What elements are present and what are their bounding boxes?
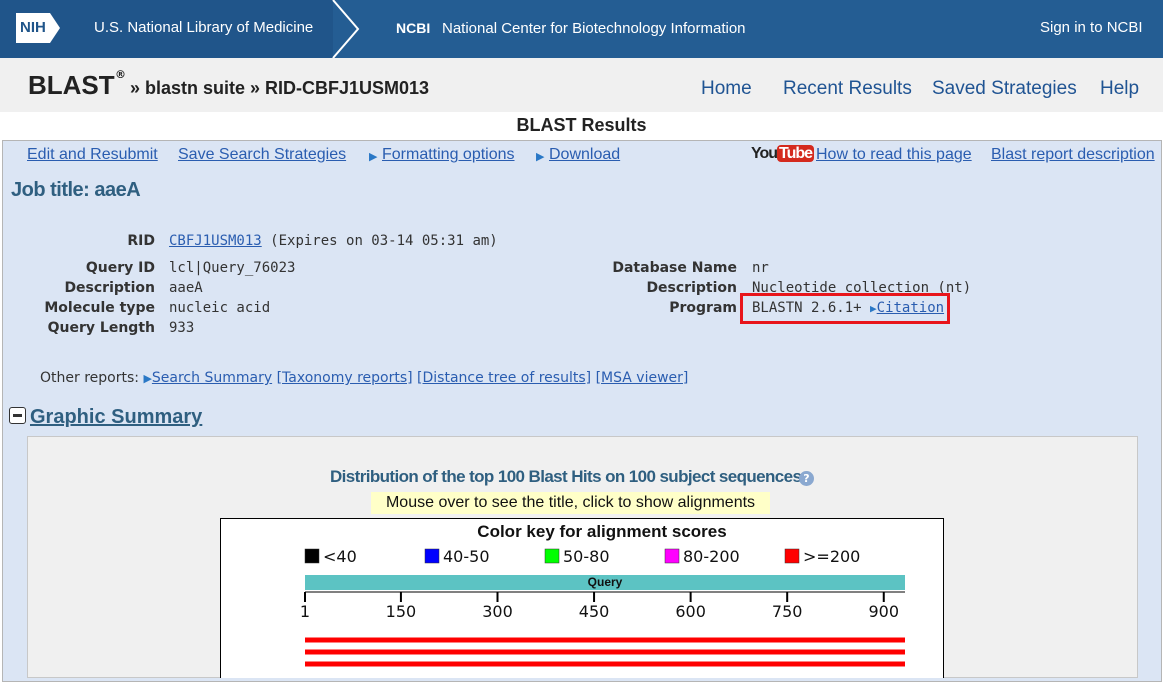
key-label: 40-50 [443,547,490,566]
youtube-logo[interactable]: You Tube [751,145,815,163]
nav-saved[interactable]: Saved Strategies [932,78,1077,99]
db-value: Nucleotide collection (nt) [752,280,972,296]
other-reports: Other reports: ▶Search Summary [Taxonomy… [40,370,688,386]
report-description[interactable]: Blast report description [991,146,1155,163]
key-swatch [304,548,320,564]
minus-sign [13,414,22,417]
key-title: Color key for alignment scores [477,522,726,541]
key-swatch [664,548,680,564]
alignment-graphic: Color key for alignment scores <40 40-50 5… [220,518,944,678]
ruler-label: 150 [386,602,417,621]
db-label: Program [669,300,737,316]
key-swatch [544,548,560,564]
ruler-label: 900 [868,602,899,621]
expand-arrow: ▶ [536,150,545,163]
db-label: Database Name [612,260,737,276]
expand-arrow: ▶ [870,302,877,315]
hint-box: Mouse over to see the title, click to sh… [371,492,770,514]
help-icon[interactable]: ? [799,471,814,486]
distribution-title: Distribution of the top 100 Blast Hits o… [330,467,802,486]
header-right [333,0,1163,58]
header-graphics [16,0,360,58]
report-link[interactable]: [Taxonomy reports] [276,370,413,386]
query-label: Query [588,575,623,589]
ruler-label: 450 [579,602,610,621]
rid-label: RID [127,233,155,249]
collapse-toggle[interactable] [9,407,26,424]
rid-value: CBFJ1USM013 (Expires on 03-14 05:31 am) [169,233,498,249]
info-value: 933 [169,320,195,336]
citation-link[interactable]: Citation [876,300,945,316]
expand-arrow: ▶ [143,372,152,385]
formatting-options[interactable]: Formatting options [382,146,515,163]
ncbi-header: NIH U.S. National Library of Medicine NC… [0,0,1163,58]
suite-crumb[interactable]: » blastn suite [130,78,246,98]
page-title: BLAST Results [516,115,647,135]
highlight-box [740,293,950,324]
rid-expiry: (Expires on 03-14 05:31 am) [270,233,498,249]
nav-recent[interactable]: Recent Results [783,78,912,99]
report-link[interactable]: Search Summary [151,370,273,386]
ncbi-link[interactable]: National Center for Biotechnology Inform… [442,20,746,37]
key-swatch [784,548,800,564]
info-label: Query Length [47,320,155,336]
query-bar [305,575,905,590]
report-link[interactable]: [Distance tree of results] [417,370,592,386]
ruler-label: 300 [482,602,513,621]
expand-arrow: ▶ [369,150,378,163]
nav-help[interactable]: Help [1100,78,1140,99]
ruler-label: 600 [675,602,706,621]
how-to-read[interactable]: How to read this page [816,146,972,163]
info-value: nucleic acid [169,300,271,316]
edit-resubmit[interactable]: Edit and Resubmit [27,146,158,163]
youtube-tube: Tube [777,145,815,162]
reg-mark: ® [115,68,126,81]
db-value: BLASTN 2.6.1+ ▶Citation [752,300,944,316]
info-value: aaeA [169,280,203,296]
nih-text[interactable]: NIH [20,19,46,36]
job-title: Job title: aaeA [11,179,141,201]
other-reports-label: Other reports: [40,370,139,386]
sign-in[interactable]: Sign in to NCBI [1040,19,1143,36]
ncbi-logo[interactable]: NCBI [396,20,431,36]
program-version: BLASTN 2.6.1+ [752,300,862,316]
rid-crumb: » RID-CBFJ1USM013 [250,78,430,98]
nih-logo [16,13,60,43]
save-strategies[interactable]: Save Search Strategies [178,146,347,163]
info-label: Query ID [85,260,155,276]
key-label: <40 [323,547,357,566]
info-label: Description [64,280,155,296]
blast-logo[interactable]: BLAST [28,70,115,100]
nav-home[interactable]: Home [701,78,752,99]
chevron [332,0,360,58]
key-swatch [424,548,440,564]
info-value: lcl|Query_76023 [169,260,296,276]
report-link[interactable]: [MSA viewer] [595,370,689,386]
db-value: nr [752,260,769,276]
key-label: 80-200 [683,547,740,566]
blast-bar: BLAST ® » blastn suite » RID-CBFJ1USM013… [0,58,1163,112]
info-label: Molecule type [44,300,155,316]
nlm-link[interactable]: U.S. National Library of Medicine [94,19,314,36]
db-label: Description [646,280,737,296]
ruler-label: 1 [300,602,310,621]
graphic-summary-title[interactable]: Graphic Summary [30,406,203,428]
download[interactable]: Download [549,146,621,163]
ruler-label: 750 [772,602,803,621]
rid-link[interactable]: CBFJ1USM013 [169,233,262,249]
key-label: 50-80 [563,547,610,566]
key-label: >=200 [803,547,860,566]
youtube-you: You [751,145,778,162]
